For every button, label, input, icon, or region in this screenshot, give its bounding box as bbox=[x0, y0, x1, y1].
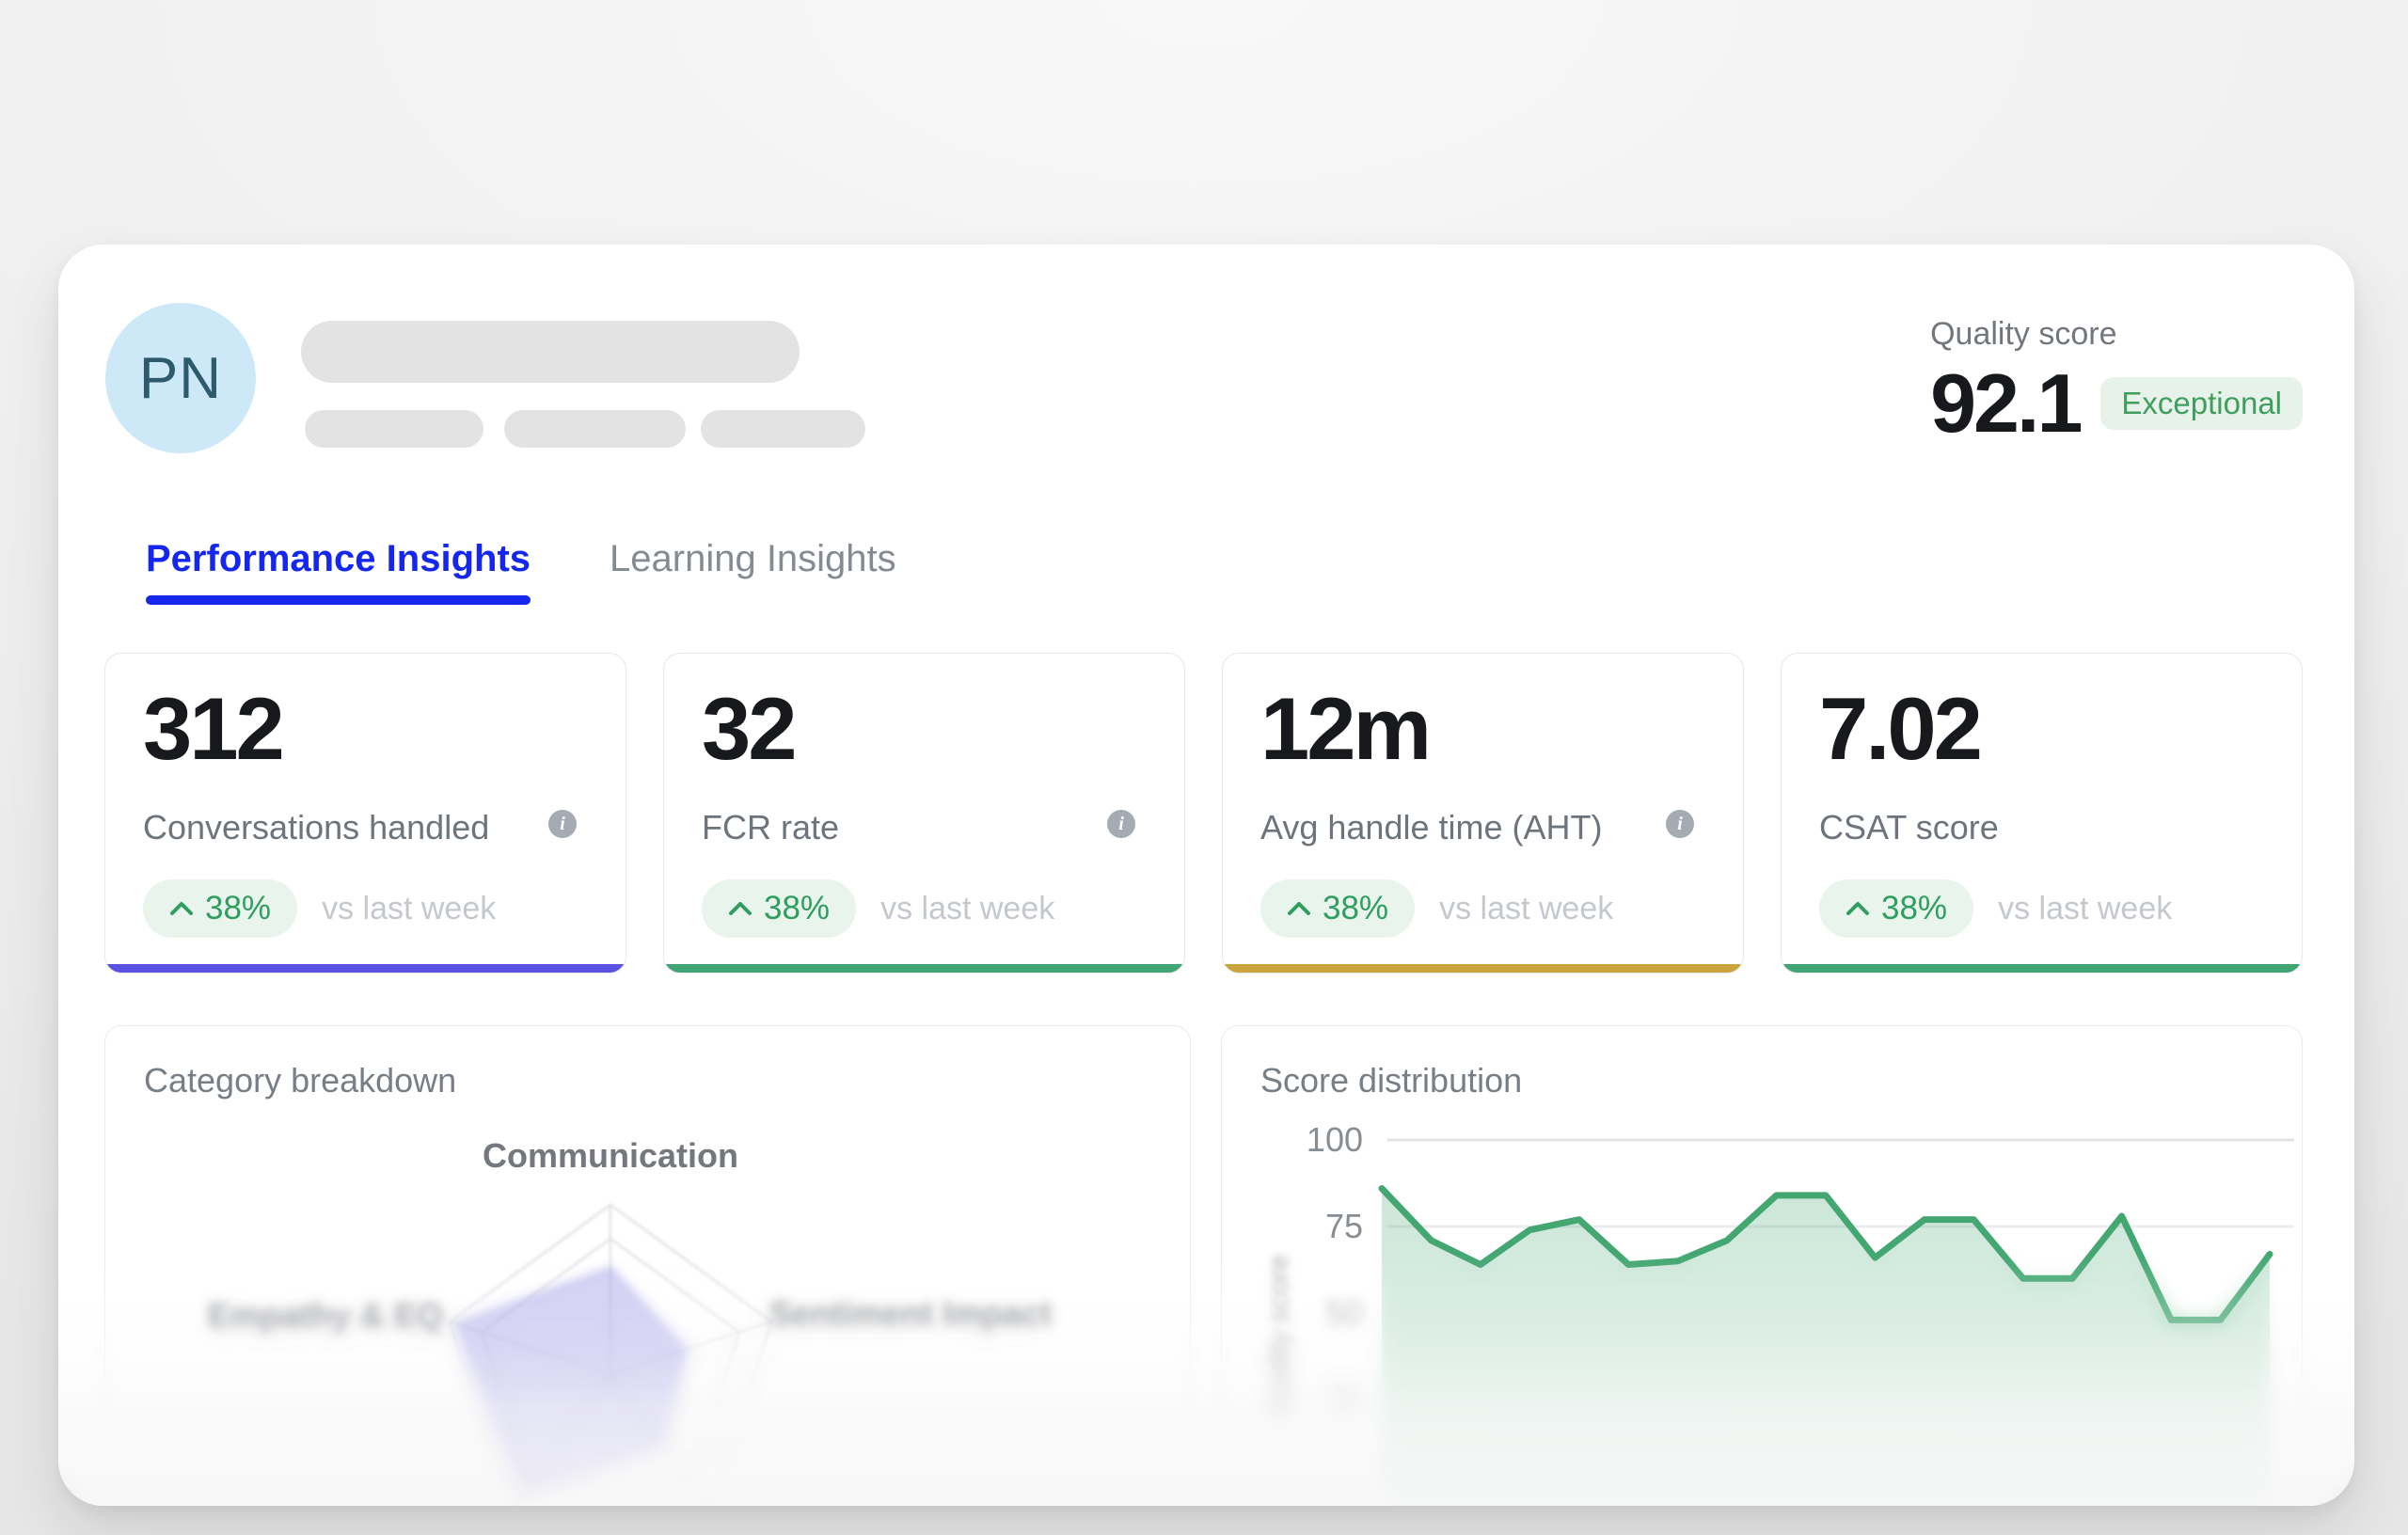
card-accent-bar bbox=[1223, 964, 1743, 973]
score-distribution-title: Score distribution bbox=[1260, 1061, 1523, 1100]
chevron-up-icon bbox=[1288, 902, 1310, 915]
metric-value: 32 bbox=[702, 679, 798, 778]
metric-card-csat: 7.02 CSAT score i 38% vs last week bbox=[1781, 653, 2303, 973]
metric-label: FCR rate bbox=[702, 808, 840, 847]
delta-value: 38% bbox=[1323, 890, 1389, 926]
quality-score-block: Quality score 92.1 Exceptional bbox=[1930, 316, 2303, 445]
card-accent-bar bbox=[1782, 964, 2302, 973]
active-tab-underline bbox=[146, 595, 531, 605]
delta-note: vs last week bbox=[1998, 890, 2173, 926]
agent-performance-panel: PN Quality score 92.1 Exceptional Perfor… bbox=[58, 245, 2354, 1506]
metric-label: Conversations handled bbox=[143, 808, 490, 847]
skeleton-name-placeholder bbox=[301, 321, 800, 383]
delta-note: vs last week bbox=[1439, 890, 1614, 926]
metric-card-conversations: 312 Conversations handled i 38% vs last … bbox=[104, 653, 626, 973]
metric-value: 312 bbox=[143, 679, 285, 778]
tab-learning-insights-label: Learning Insights bbox=[610, 538, 896, 579]
category-breakdown-card: Communication Sentiment Impact Empathy & E… bbox=[104, 1025, 1191, 1506]
score-distribution-card: 100 75 50 25 Quality score Score distributio… bbox=[1221, 1025, 2303, 1506]
chevron-up-icon bbox=[170, 902, 193, 915]
metric-card-fcr: 32 FCR rate i 38% vs last week bbox=[663, 653, 1185, 973]
delta-value: 38% bbox=[205, 890, 272, 926]
svg-text:25: 25 bbox=[1325, 1380, 1363, 1418]
chevron-up-icon bbox=[729, 902, 752, 915]
info-icon[interactable]: i bbox=[548, 810, 577, 838]
delta-note: vs last week bbox=[880, 890, 1055, 926]
metric-card-aht: 12m Avg handle time (AHT) i 38% vs last … bbox=[1222, 653, 1744, 973]
quality-score-badge: Exceptional bbox=[2100, 376, 2303, 431]
delta-value: 38% bbox=[1881, 890, 1948, 926]
card-accent-bar bbox=[664, 964, 1184, 973]
delta-badge: 38% bbox=[143, 879, 298, 938]
delta-value: 38% bbox=[764, 890, 831, 926]
delta-note: vs last week bbox=[322, 890, 497, 926]
svg-text:Communication: Communication bbox=[483, 1136, 738, 1175]
chevron-up-icon bbox=[1846, 902, 1869, 915]
svg-text:Empathy & EQ: Empathy & EQ bbox=[208, 1296, 443, 1335]
avatar: PN bbox=[105, 303, 256, 453]
metric-card-row: 312 Conversations handled i 38% vs last … bbox=[104, 653, 2303, 973]
svg-text:Sentiment Impact: Sentiment Impact bbox=[769, 1294, 1052, 1333]
tab-bar: Performance Insights Learning Insights bbox=[146, 538, 896, 605]
skeleton-meta-placeholder-2 bbox=[504, 410, 686, 448]
svg-text:75: 75 bbox=[1325, 1207, 1363, 1245]
metric-value: 7.02 bbox=[1819, 679, 1983, 778]
skeleton-meta-placeholder-1 bbox=[305, 410, 483, 448]
info-icon[interactable]: i bbox=[1107, 810, 1135, 838]
svg-text:Quality score: Quality score bbox=[1263, 1254, 1294, 1418]
tab-performance-insights[interactable]: Performance Insights bbox=[146, 538, 531, 605]
delta-badge: 38% bbox=[1260, 879, 1416, 938]
svg-text:100: 100 bbox=[1307, 1120, 1363, 1159]
metric-label: Avg handle time (AHT) bbox=[1260, 808, 1603, 847]
metric-value: 12m bbox=[1260, 679, 1432, 778]
delta-badge: 38% bbox=[702, 879, 857, 938]
metric-label: CSAT score bbox=[1819, 808, 1999, 847]
delta-badge: 38% bbox=[1819, 879, 1974, 938]
skeleton-meta-placeholder-3 bbox=[701, 410, 865, 448]
tab-performance-insights-label: Performance Insights bbox=[146, 538, 531, 579]
category-breakdown-title: Category breakdown bbox=[144, 1061, 457, 1100]
quality-score-label: Quality score bbox=[1930, 316, 2117, 352]
svg-text:50: 50 bbox=[1325, 1293, 1363, 1332]
info-icon[interactable]: i bbox=[1666, 810, 1694, 838]
quality-score-value: 92.1 bbox=[1930, 356, 2083, 450]
tab-learning-insights[interactable]: Learning Insights bbox=[610, 538, 896, 605]
card-accent-bar bbox=[105, 964, 626, 973]
